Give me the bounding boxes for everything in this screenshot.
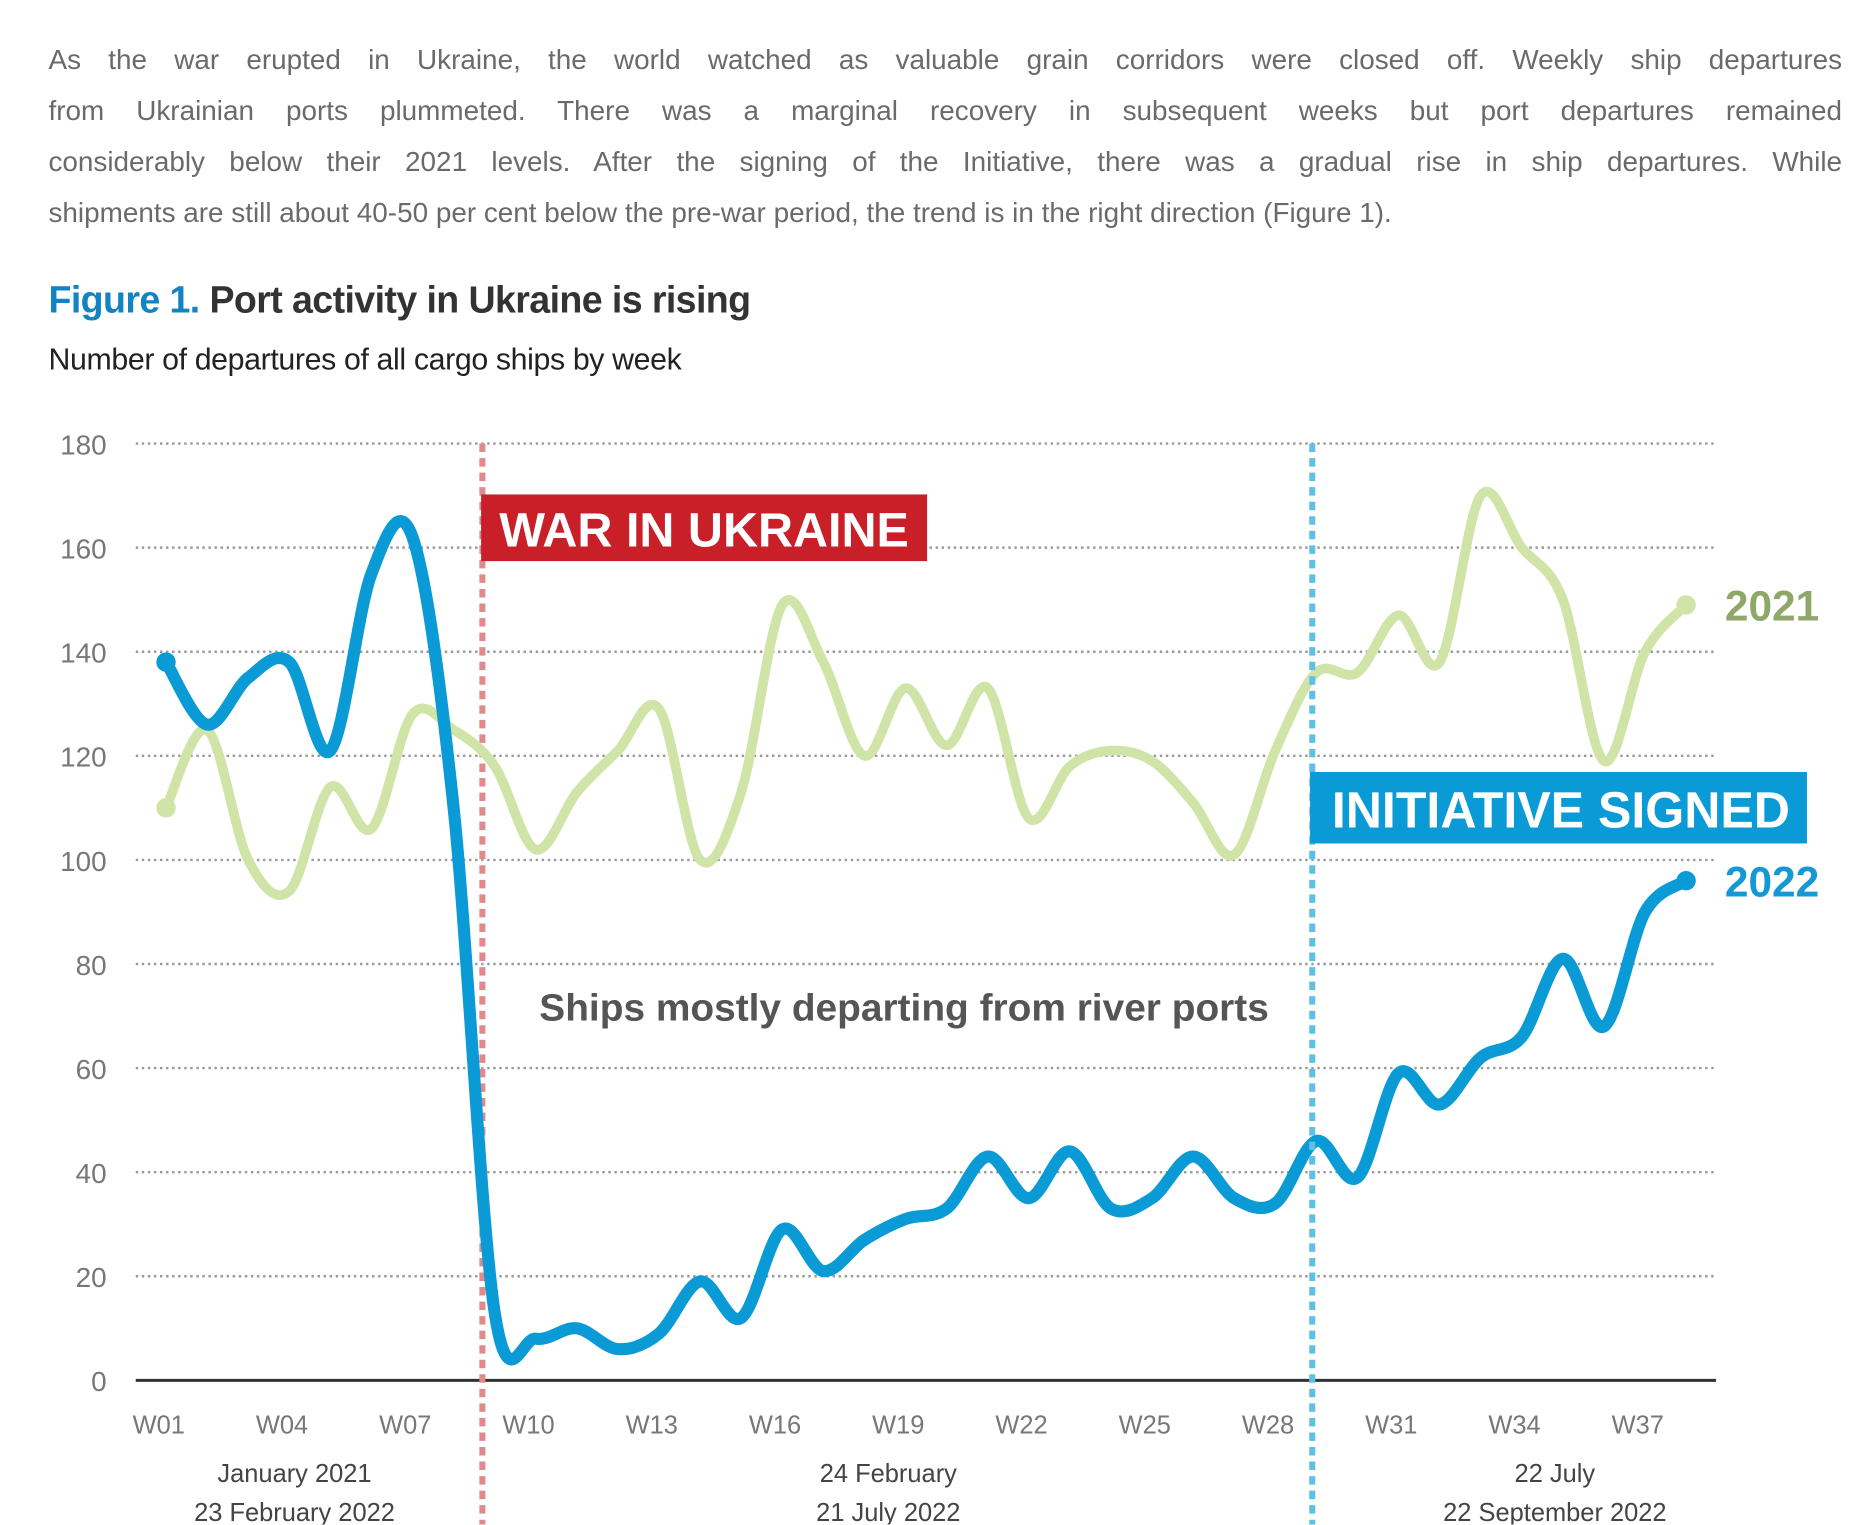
x-tick-label: W25 [1119,1412,1171,1440]
y-tick-label: 140 [60,638,106,669]
intro-line: from Ukrainian ports plummeted. There wa… [48,94,1843,127]
x-tick-label: W07 [379,1412,431,1440]
x-tick-label: W13 [626,1412,678,1440]
series-line-2022 [159,515,1693,1366]
figure-title-text: Port activity in Ukraine is rising [209,278,751,322]
intro-paragraph: As the war erupted in Ukraine, the world… [48,34,1842,238]
figure-subtitle: Number of departures of all cargo ships … [48,342,682,377]
series-end-point [1676,871,1696,891]
series-end-point [1676,595,1696,615]
y-tick-label: 0 [91,1366,107,1397]
intro-line: shipments are still about 40-50 per cent… [48,196,1392,228]
series-start-point [156,798,176,818]
x-tick-label: W34 [1488,1412,1540,1440]
intro-line: As the war erupted in Ukraine, the world… [48,43,1843,76]
period-label: 22 July [1515,1460,1596,1488]
initiative-annotation-box [1310,771,1807,844]
y-tick-label: 40 [76,1158,107,1189]
x-tick-label: W19 [872,1412,924,1440]
y-tick-label: 60 [76,1054,107,1085]
y-tick-label: 180 [60,429,106,460]
initiative-annotation-label: INITIATIVE SIGNED [1332,782,1790,839]
period-label: 23 February 2022 [194,1499,395,1525]
y-tick-label: 80 [76,950,107,981]
x-tick-label: W01 [133,1412,185,1440]
x-tick-label: W22 [995,1412,1047,1440]
x-tick-label: W16 [749,1412,801,1440]
x-tick-label: W31 [1365,1412,1417,1440]
river-ports-annotation: Ships mostly departing from river ports [539,986,1269,1028]
series-line-2021 [161,486,1691,900]
war-annotation-box [481,494,928,562]
figure-title: Figure 1. Port activity in Ukraine is ri… [48,278,751,323]
y-tick-label: 120 [60,742,106,773]
figure-label: Figure 1. [48,278,200,322]
period-label: 24 February [820,1460,957,1488]
intro-line: considerably below their 2021 levels. Af… [48,145,1843,177]
series-label-2021: 2021 [1725,583,1819,630]
y-tick-label: 20 [76,1262,107,1293]
x-tick-label: W04 [256,1412,308,1440]
period-label: 22 September 2022 [1443,1499,1666,1525]
war-annotation-label: WAR IN UKRAINE [499,504,909,558]
x-tick-label: W37 [1612,1412,1664,1440]
y-tick-label: 100 [60,846,106,877]
period-label: 21 July 2022 [816,1499,960,1525]
x-tick-label: W28 [1242,1412,1294,1440]
series-label-2022: 2022 [1725,858,1819,905]
y-tick-label: 160 [60,534,106,565]
x-tick-label: W10 [502,1412,554,1440]
period-label: January 2021 [217,1460,371,1488]
series-start-point [156,652,176,672]
